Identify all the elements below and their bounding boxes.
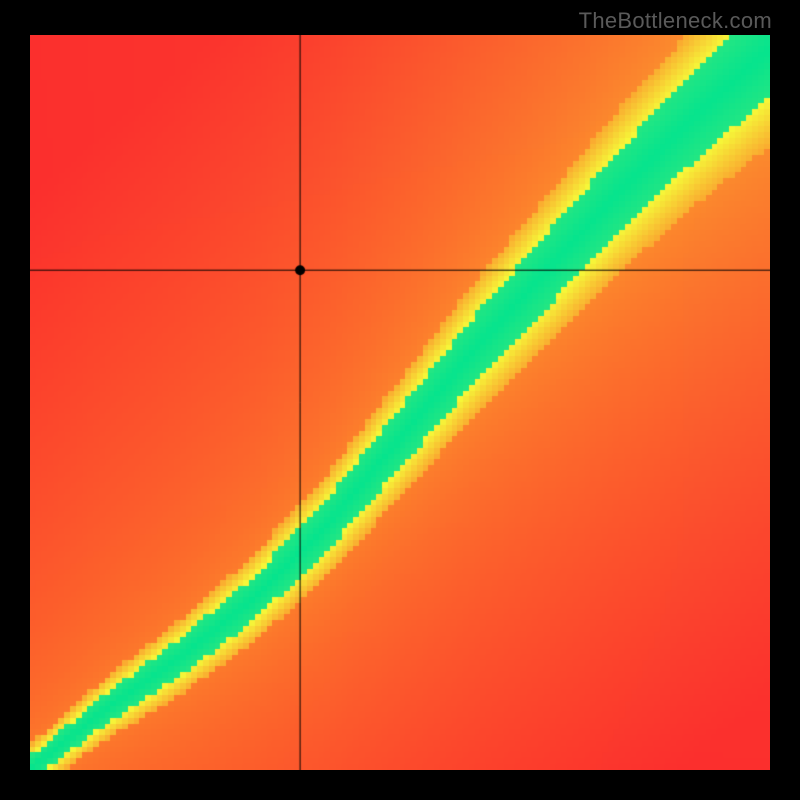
watermark-text: TheBottleneck.com bbox=[579, 8, 772, 34]
bottleneck-heatmap bbox=[30, 35, 770, 770]
heatmap-canvas bbox=[30, 35, 770, 770]
